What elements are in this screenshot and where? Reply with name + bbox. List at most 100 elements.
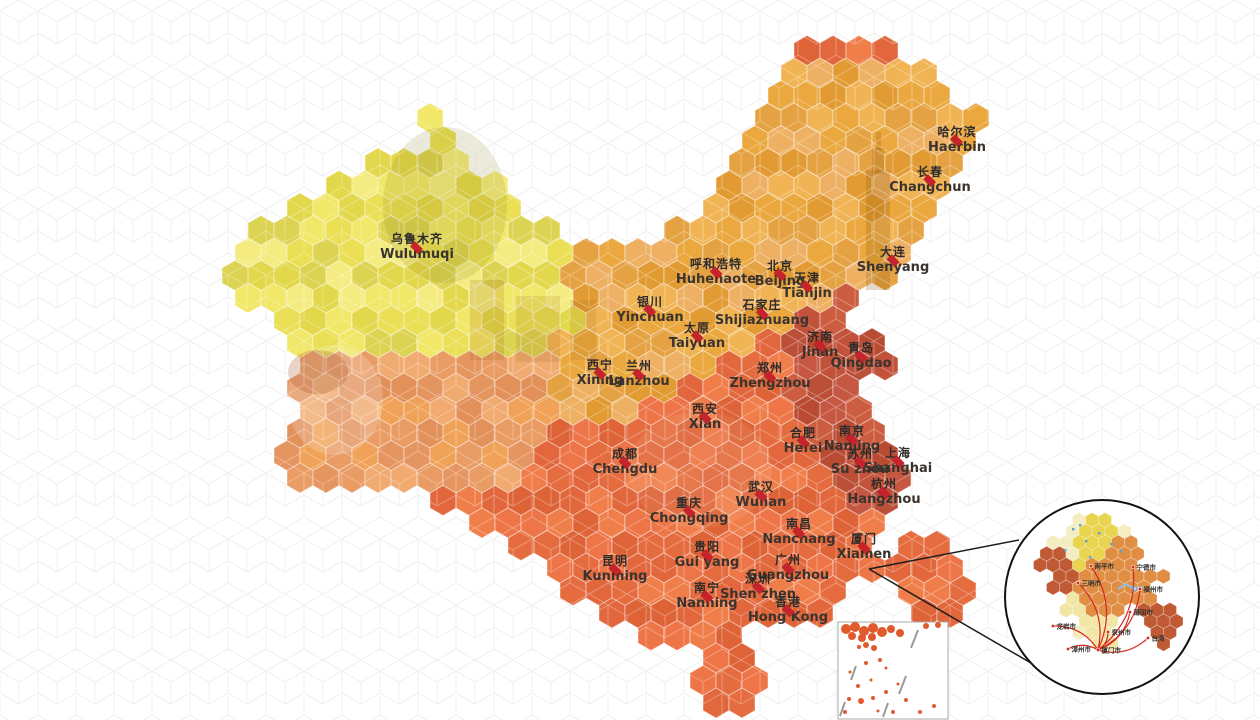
city-tianjin[interactable]: 天津 Tianjin xyxy=(782,271,832,301)
sea-inset-island-dot xyxy=(843,710,847,714)
sea-inset-dash xyxy=(910,629,919,649)
city-label-cn: 北京 xyxy=(766,259,793,273)
sea-inset-coast xyxy=(896,629,904,637)
sea-inset-island-dot xyxy=(891,710,895,714)
sea-inset-coast xyxy=(935,622,941,628)
inset-city-label: 南平市 xyxy=(1095,562,1115,571)
city-label-en: Shanghai xyxy=(863,461,933,476)
sea-inset-island-dot xyxy=(856,684,860,688)
city-label-cn: 哈尔滨 xyxy=(937,125,977,139)
city-gui-yang[interactable]: 贵阳 Gui yang xyxy=(675,540,740,570)
city-yinchuan[interactable]: 银川 Yinchuan xyxy=(616,295,684,325)
city-beijing[interactable]: 北京 Beijing xyxy=(755,259,806,289)
inset-city-label: 厦门市 xyxy=(1102,646,1122,655)
city-label-en: Nanchang xyxy=(762,532,836,547)
city-xining[interactable]: 西宁 Xining xyxy=(576,359,624,388)
city-jinan[interactable]: 济南 Jinan xyxy=(801,330,839,360)
sea-inset-coast xyxy=(859,626,869,636)
city-label-en: Shen zhen xyxy=(719,587,797,602)
inset-city-dot xyxy=(1138,587,1142,591)
city-label-en: Lanzhou xyxy=(608,374,670,389)
sea-inset-dash xyxy=(898,675,907,695)
sea-inset-island-dot xyxy=(848,670,852,674)
city-su-zhou[interactable]: 苏州 Su zhou xyxy=(831,448,889,477)
city-nanning[interactable]: 南宁 Nanning xyxy=(676,582,738,611)
city-label-en: Jinan xyxy=(801,345,839,360)
city-kunming[interactable]: 昆明 Kunming xyxy=(583,555,648,584)
city-zhengzhou[interactable]: 郑州 Zhengzhou xyxy=(729,362,811,391)
callout-line-lower xyxy=(868,568,1032,664)
city-chongqing[interactable]: 重庆 Chongqing xyxy=(650,496,729,526)
city-hong-kong[interactable]: 香港 Hong Kong xyxy=(748,596,828,625)
sea-inset-coast xyxy=(858,634,866,642)
sea-inset-box xyxy=(837,621,949,720)
city-xian[interactable]: 西安 Xian xyxy=(689,403,722,432)
city-label-cn: 深圳 xyxy=(744,572,772,586)
city-label-en: Shenyang xyxy=(856,260,930,275)
inset-hex xyxy=(1156,635,1171,652)
inset-city-dot xyxy=(1131,565,1135,569)
city-shen-zhen[interactable]: 深圳 Shen zhen xyxy=(719,572,797,602)
city-qingdao[interactable]: 青岛 Qingdao xyxy=(830,341,891,371)
city-label-en: Nanning xyxy=(676,596,738,611)
city-chengdu[interactable]: 成都 Chengdu xyxy=(593,448,658,477)
inset-city-label: 龙岩市 xyxy=(1056,622,1077,631)
city-label-en: Yinchuan xyxy=(616,310,684,325)
inset-blue-dot xyxy=(1110,543,1113,546)
city-shenyang[interactable]: 大连 Shenyang xyxy=(856,245,930,275)
city-label-en: Xining xyxy=(576,373,624,388)
city-guangzhou[interactable]: 广州 Guangzhou xyxy=(747,554,829,583)
city-label-cn: 武汉 xyxy=(747,480,775,494)
city-shanghai[interactable]: 上海 Shanghai xyxy=(863,446,933,476)
airplane-icon: ✈ xyxy=(1131,585,1139,595)
sea-inset-island-dot xyxy=(871,645,877,651)
city-label-en: Zhengzhou xyxy=(729,376,811,391)
city-huhehaote[interactable]: 呼和浩特 Huhehaote xyxy=(676,258,756,287)
sea-inset-coast xyxy=(850,622,860,632)
inset-blue-dot xyxy=(1064,549,1067,552)
city-label-cn: 乌鲁木齐 xyxy=(390,232,443,246)
inset-blue-dot xyxy=(1120,550,1123,553)
city-lanzhou[interactable]: 兰州 Lanzhou xyxy=(608,359,670,389)
sea-inset-island-dot xyxy=(878,658,882,662)
inset-route-line xyxy=(1077,582,1101,651)
city-label-cn: 重庆 xyxy=(675,496,703,510)
inset-route-line xyxy=(1097,566,1135,651)
inset-route-line xyxy=(1067,644,1099,651)
city-label-cn: 南昌 xyxy=(785,517,813,531)
city-label-en: Shijiazhuang xyxy=(714,313,810,328)
inset-city-label: 三明市 xyxy=(1082,579,1102,588)
city-hangzhou[interactable]: 杭州 Hangzhou xyxy=(847,478,920,507)
inset-blue-dot xyxy=(1079,524,1082,527)
city-label-cn: 贵阳 xyxy=(693,540,720,554)
city-label-cn: 上海 xyxy=(884,446,911,460)
inset-hex xyxy=(1156,568,1171,585)
city-label-en: Taiyuan xyxy=(668,336,726,351)
sea-inset-coast xyxy=(868,623,878,633)
inset-city-dot xyxy=(1128,610,1132,614)
city-wuhan[interactable]: 武汉 Wuhan xyxy=(736,480,787,510)
city-changchun[interactable]: 长春 Changchun xyxy=(889,166,971,195)
city-label-cn: 济南 xyxy=(806,330,834,344)
city-shijiazhuang[interactable]: 石家庄 Shijiazhuang xyxy=(714,299,810,328)
city-taiyuan[interactable]: 太原 Taiyuan xyxy=(668,322,726,351)
city-nanchang[interactable]: 南昌 Nanchang xyxy=(762,517,836,547)
inset-route-line xyxy=(1097,637,1149,653)
city-label-cn: 银川 xyxy=(636,295,663,309)
sea-inset-coast xyxy=(923,623,929,629)
city-wulumuqi[interactable]: 乌鲁木齐 Wulumuqi xyxy=(380,232,454,262)
sea-inset-coast xyxy=(868,633,876,641)
city-nanjing[interactable]: 南京 Nanjing xyxy=(824,425,880,454)
sea-inset-dash xyxy=(839,701,846,717)
city-haerbin[interactable]: 哈尔滨 Haerbin xyxy=(928,125,986,155)
city-hefei[interactable]: 合肥 Hefei xyxy=(784,427,823,456)
city-label-cn: 天津 xyxy=(793,271,820,285)
inset-city-label: 福州市 xyxy=(1143,585,1164,594)
city-label-cn: 大连 xyxy=(879,245,906,259)
city-label-cn: 兰州 xyxy=(625,359,653,373)
city-label-cn: 青岛 xyxy=(847,341,875,355)
city-xiamen[interactable]: 厦门 Xiamen xyxy=(837,533,892,562)
sea-inset-island-dot xyxy=(918,710,922,714)
sea-inset-island-dot xyxy=(904,698,908,702)
